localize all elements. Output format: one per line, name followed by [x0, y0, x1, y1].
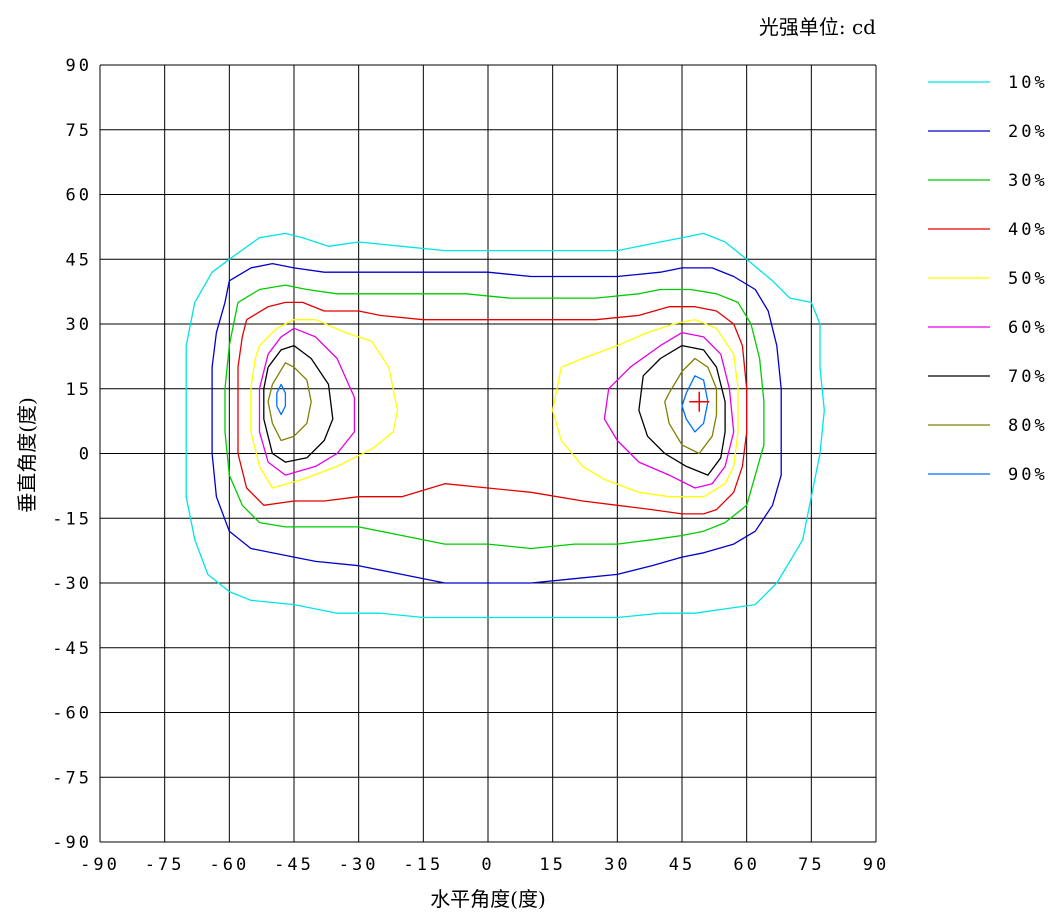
y-axis-label: 垂直角度(度) — [15, 397, 39, 513]
chart-title: 光强单位: cd — [759, 15, 876, 39]
legend-item: 80% — [928, 416, 1048, 436]
contour-20pct-1 — [211, 262, 782, 584]
contour-80pct-1 — [267, 362, 312, 442]
x-tick-label: 90 — [863, 855, 889, 875]
legend-item: 40% — [928, 220, 1048, 240]
y-tick-label: -60 — [52, 704, 92, 724]
legend-label: 10% — [1008, 73, 1048, 93]
x-tick-label: -60 — [209, 855, 249, 875]
y-tick-label: -90 — [52, 833, 92, 853]
contour-50pct-1 — [250, 319, 399, 489]
y-tick-label: -30 — [52, 574, 92, 594]
x-tick-label: 15 — [539, 855, 565, 875]
contour-60pct-1 — [258, 327, 356, 476]
contour-70pct-2 — [638, 344, 726, 476]
contour-60pct-2 — [603, 331, 735, 489]
legend-label: 90% — [1008, 465, 1048, 485]
y-tick-labels: 90 75 60 45 30 15 0 -15 -30 -45 -60 -75 -90 — [52, 56, 92, 853]
contour-40pct-1 — [237, 301, 748, 515]
contour-50pct-2 — [552, 319, 739, 498]
peak-marker — [689, 391, 710, 412]
x-tick-labels: -90 -75 -60 -45 -30 -15 0 15 30 45 60 75 90 — [80, 855, 889, 875]
x-tick-label: 30 — [604, 855, 630, 875]
x-tick-label: -30 — [339, 855, 379, 875]
y-tick-label: 15 — [66, 380, 92, 400]
legend-label: 40% — [1008, 220, 1048, 240]
y-tick-label: 45 — [66, 250, 92, 270]
contour-90pct-1 — [276, 383, 287, 416]
contour-lines — [185, 232, 825, 619]
x-tick-label: 75 — [798, 855, 824, 875]
legend-item: 30% — [928, 171, 1048, 191]
legend-item: 10% — [928, 73, 1048, 93]
y-tick-label: 90 — [66, 56, 92, 76]
x-axis-label: 水平角度(度) — [430, 887, 546, 911]
x-tick-label: 60 — [733, 855, 759, 875]
x-tick-label: -15 — [403, 855, 443, 875]
contour-10pct-1 — [185, 232, 825, 619]
legend-label: 50% — [1008, 269, 1048, 289]
contour-80pct-2 — [664, 357, 718, 455]
contour-90pct-2 — [681, 375, 709, 433]
y-tick-label: -75 — [52, 768, 92, 788]
legend-item: 60% — [928, 318, 1048, 338]
legend-item: 20% — [928, 122, 1048, 142]
y-tick-label: 0 — [79, 445, 92, 465]
x-tick-label: 0 — [481, 855, 494, 875]
x-tick-label: -75 — [145, 855, 185, 875]
legend-label: 70% — [1008, 367, 1048, 387]
y-tick-label: 75 — [66, 121, 92, 141]
legend-label: 80% — [1008, 416, 1048, 436]
y-tick-label: 60 — [66, 186, 92, 206]
legend-item: 90% — [928, 465, 1048, 485]
y-tick-label: -15 — [52, 509, 92, 529]
legend-label: 60% — [1008, 318, 1048, 338]
x-tick-label: -90 — [80, 855, 120, 875]
grid — [99, 64, 877, 843]
contour-70pct-1 — [263, 344, 334, 463]
contour-30pct-1 — [224, 284, 765, 550]
legend-item: 50% — [928, 269, 1048, 289]
legend-label: 20% — [1008, 122, 1048, 142]
legend-item: 70% — [928, 367, 1048, 387]
legend: 10% 20% 30% 40% 50% 60% 70% 80% 90% — [928, 73, 1048, 485]
x-tick-label: -45 — [274, 855, 314, 875]
y-tick-label: 30 — [66, 315, 92, 335]
y-tick-label: -45 — [52, 639, 92, 659]
x-tick-label: 45 — [669, 855, 695, 875]
legend-label: 30% — [1008, 171, 1048, 191]
